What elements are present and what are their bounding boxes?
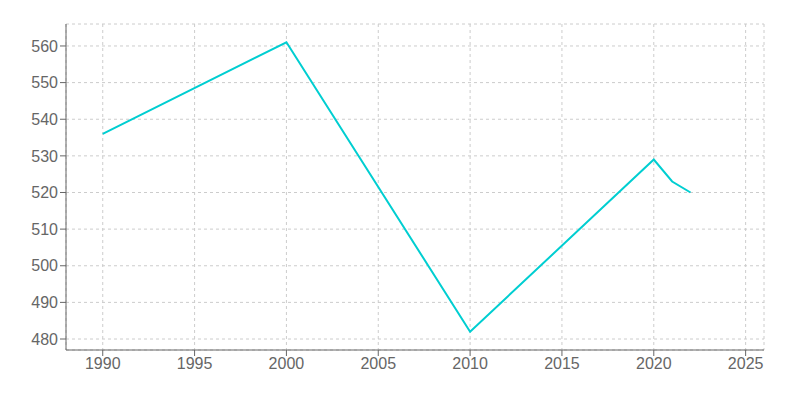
svg-text:560: 560 [31,38,58,55]
svg-text:2020: 2020 [636,355,672,372]
svg-text:2025: 2025 [728,355,764,372]
svg-text:490: 490 [31,294,58,311]
svg-text:2000: 2000 [269,355,305,372]
svg-text:540: 540 [31,111,58,128]
svg-text:550: 550 [31,74,58,91]
svg-text:1995: 1995 [177,355,213,372]
svg-text:1990: 1990 [85,355,121,372]
svg-text:530: 530 [31,148,58,165]
svg-text:2015: 2015 [544,355,580,372]
svg-text:500: 500 [31,257,58,274]
svg-text:2010: 2010 [452,355,488,372]
svg-text:480: 480 [31,331,58,348]
svg-text:510: 510 [31,221,58,238]
svg-text:2005: 2005 [360,355,396,372]
svg-text:520: 520 [31,184,58,201]
